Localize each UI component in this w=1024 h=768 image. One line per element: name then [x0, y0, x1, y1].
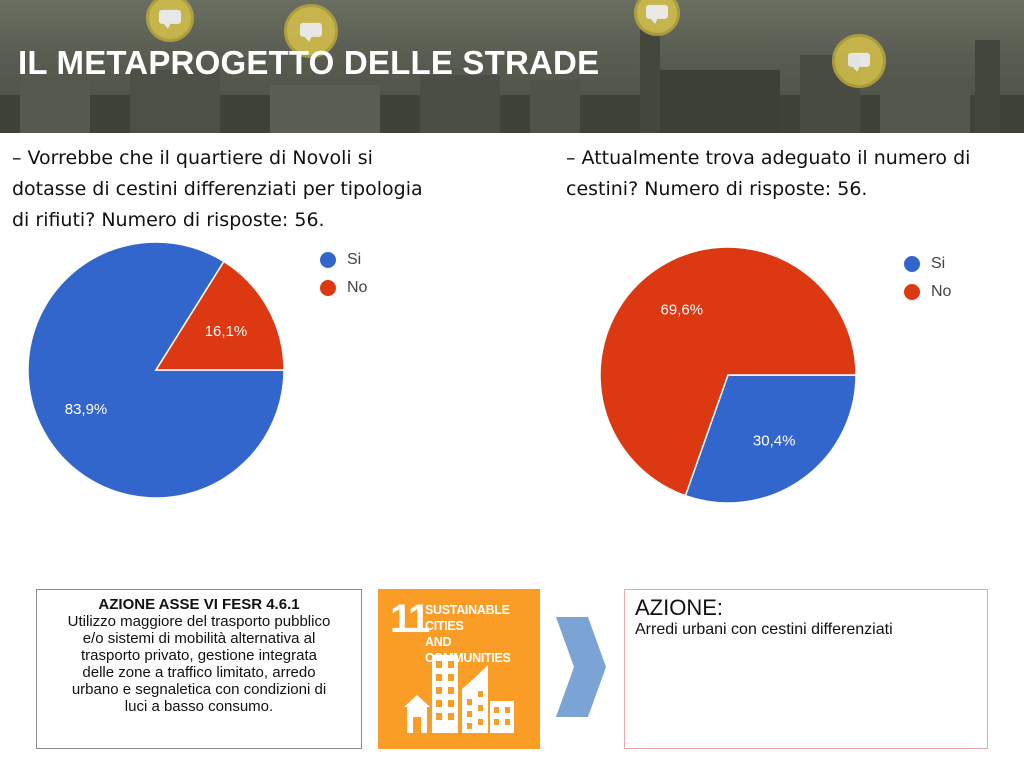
azione-box: AZIONE: Arredi urbani con cestini differ… — [624, 589, 988, 749]
sdg-11-badge: 11 SUSTAINABLE CITIES AND COMMUNITIES — [378, 589, 540, 749]
sdg-label: SUSTAINABLE CITIES AND COMMUNITIES — [425, 602, 535, 666]
chat-bubble-icon — [284, 4, 338, 58]
sdg-number: 11 — [390, 597, 430, 641]
header-banner: IL METAPROGETTO DELLE STRADE — [0, 0, 1024, 133]
pie-slice-no — [599, 246, 857, 497]
action-line: trasporto privato, gestione integrata — [81, 647, 317, 664]
action-line: delle zone a traffico limitato, arredo — [82, 664, 316, 681]
legend-label: Si — [347, 251, 362, 268]
question-right: – Attualmente trova adeguato il numero d… — [566, 143, 1016, 205]
legend-right: Si No — [904, 250, 951, 306]
city-buildings-icon — [404, 655, 514, 733]
pie-slice-si — [684, 374, 857, 504]
pie-chart-left: 83,9% 16,1% — [27, 241, 285, 499]
question-line: – Attualmente trova adeguato il numero d… — [566, 147, 971, 169]
legend-dot — [904, 284, 920, 300]
action-line: e/o sistemi di mobilità alternativa al — [82, 630, 316, 647]
legend-label: Si — [931, 255, 946, 272]
question-line: di rifiuti? Numero di risposte: 56. — [12, 209, 325, 231]
slice-label-no: 69,6% — [661, 302, 704, 319]
question-line: – Vorrebbe che il quartiere di Novoli si — [12, 147, 373, 169]
legend-label: No — [931, 283, 952, 300]
action-asse-box: AZIONE ASSE VI FESR 4.6.1 Utilizzo maggi… — [36, 589, 362, 749]
question-line: dotasse di cestini differenziati per tip… — [12, 178, 423, 200]
legend-label: No — [347, 279, 368, 296]
legend-dot — [320, 280, 336, 296]
chevron-right-icon — [556, 617, 606, 717]
page-title: IL METAPROGETTO DELLE STRADE — [18, 44, 600, 81]
legend-item-si: Si — [320, 246, 367, 274]
legend-left: Si No — [320, 246, 367, 302]
sdg-label-line: SUSTAINABLE CITIES — [425, 603, 510, 633]
slice-label-si: 30,4% — [753, 432, 796, 449]
legend-item-si: Si — [904, 250, 951, 278]
azione-title: AZIONE: — [635, 595, 724, 620]
chat-bubble-icon — [832, 34, 886, 88]
legend-dot — [904, 256, 920, 272]
city-background-image — [0, 30, 1024, 133]
question-line: cestini? Numero di risposte: 56. — [566, 178, 868, 200]
azione-text: Arredi urbani con cestini differenziati — [635, 621, 893, 638]
slice-label-no: 16,1% — [205, 323, 248, 340]
action-line: luci a basso consumo. — [124, 698, 274, 715]
action-line: urbano e segnaletica con condizioni di — [71, 681, 327, 698]
legend-item-no: No — [320, 274, 367, 302]
action-line: Utilizzo maggiore del trasporto pubblico — [67, 613, 331, 630]
pie-slice-no — [154, 260, 285, 371]
pie-chart-right: 30,4% 69,6% — [599, 246, 857, 504]
legend-item-no: No — [904, 278, 951, 306]
legend-dot — [320, 252, 336, 268]
chat-bubble-icon — [634, 0, 680, 36]
slice-label-si: 83,9% — [65, 401, 108, 418]
question-left: – Vorrebbe che il quartiere di Novoli si… — [12, 143, 482, 236]
action-heading: AZIONE ASSE VI FESR 4.6.1 — [98, 596, 300, 613]
chat-bubble-icon — [146, 0, 194, 42]
